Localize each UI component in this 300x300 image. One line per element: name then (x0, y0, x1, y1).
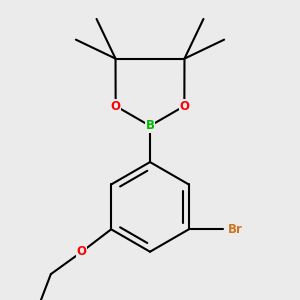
Text: Br: Br (228, 223, 243, 236)
Text: O: O (77, 245, 87, 258)
Text: O: O (179, 100, 189, 112)
Text: B: B (146, 119, 154, 132)
Text: O: O (111, 100, 121, 112)
